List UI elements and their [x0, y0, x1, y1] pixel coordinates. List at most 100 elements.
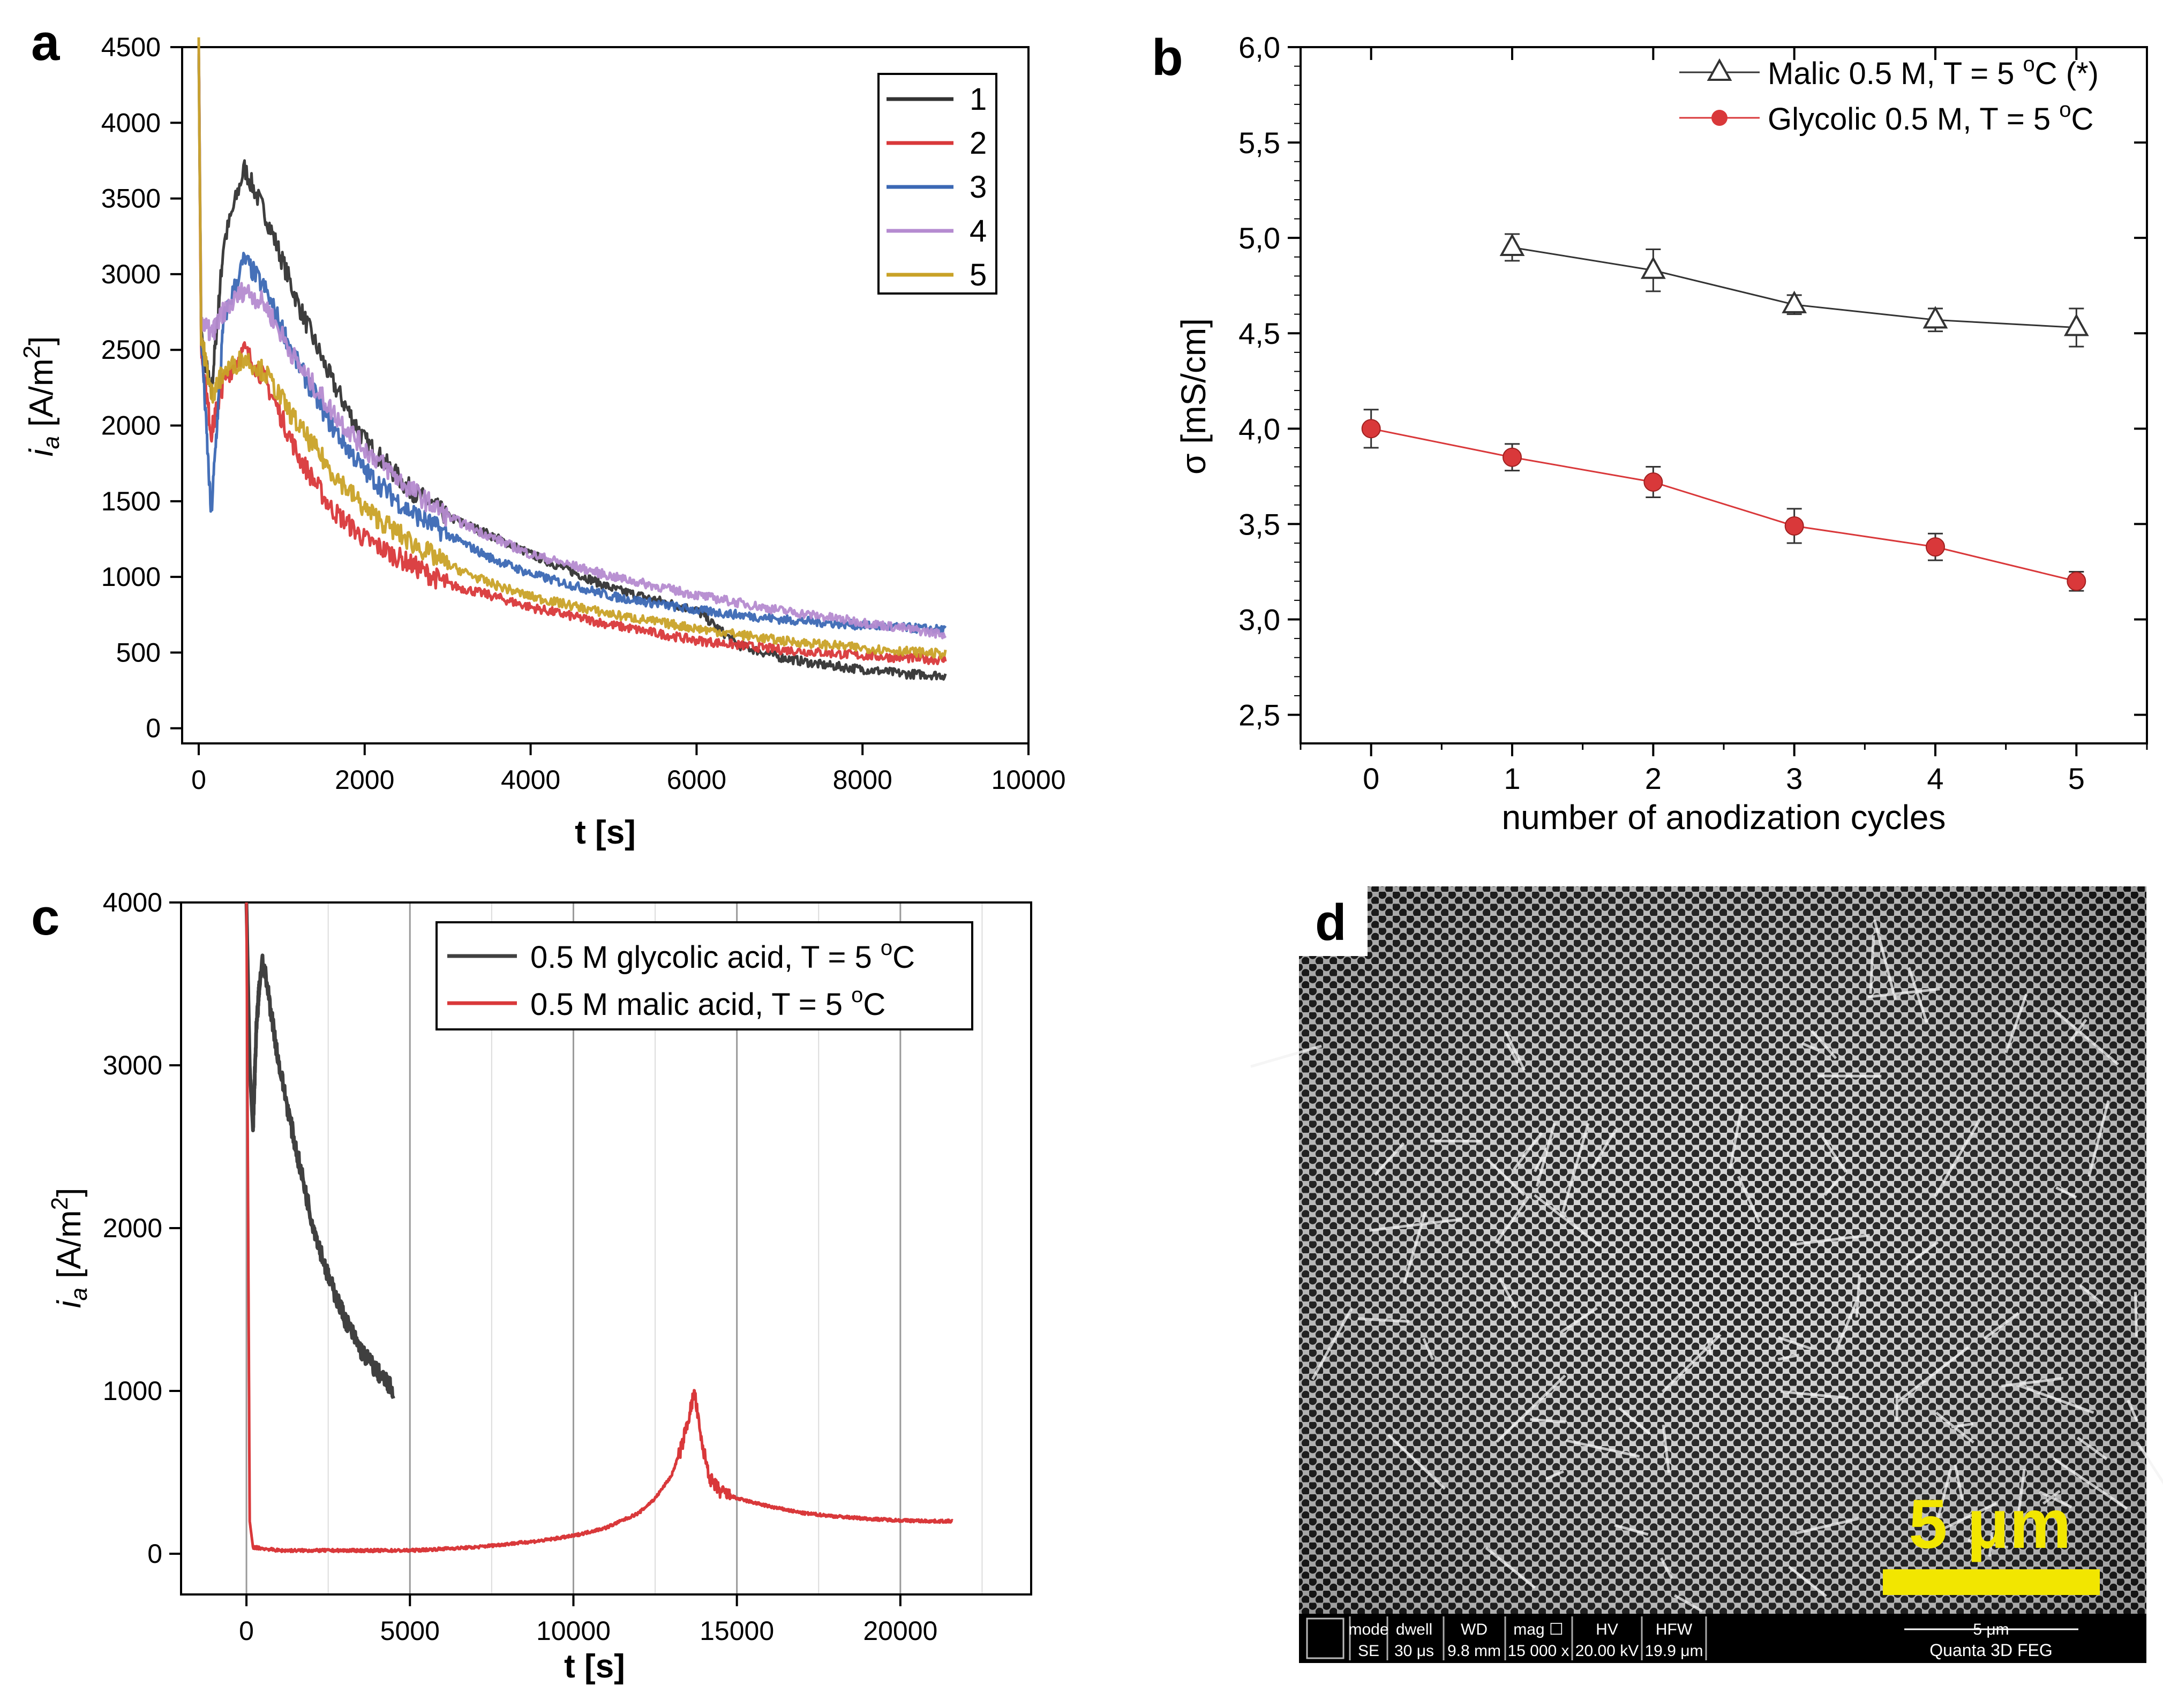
chart-a-ylabel-main: i — [23, 448, 60, 456]
sem-fiber — [1934, 1118, 1981, 1197]
sem-fiber — [1795, 1517, 1859, 1535]
sem-footer-value: 15 000 x — [1507, 1642, 1569, 1660]
chart-c-xlabel: t [s] — [564, 1648, 625, 1685]
sem-fiber — [1591, 1128, 1617, 1169]
chart-c-frame — [180, 901, 1032, 1596]
chart-b-point-malic — [2063, 313, 2089, 336]
chart-a-xtick-label: 6000 — [667, 765, 726, 795]
chart-a-ytick-label: 3500 — [101, 184, 161, 214]
sem-fiber — [1494, 1197, 1530, 1244]
chart-b-frame — [1300, 46, 2148, 744]
sem-fiber — [2001, 1376, 2064, 1388]
chart-b-point-glycolic — [1503, 447, 1522, 467]
sem-fiber — [1565, 1439, 1640, 1458]
chart-a-ytick-label: 1000 — [101, 562, 161, 592]
chart-a-series-1 — [197, 57, 947, 681]
chart-a-legend-label-3: 3 — [970, 170, 987, 205]
sem-footer-header: dwell — [1396, 1621, 1432, 1638]
sem-fiber — [1535, 1123, 1556, 1187]
chart-b-ytick-label: 2,5 — [1238, 698, 1280, 732]
sem-fiber — [1954, 1464, 1964, 1501]
chart-c-ylabel-main: i — [51, 1299, 88, 1308]
sem-fiber — [1506, 1043, 1520, 1064]
sem-fiber — [1369, 1218, 1462, 1232]
sem-fiber — [1867, 987, 1940, 998]
chart-b-ytick-label: 3,0 — [1238, 603, 1280, 636]
sem-fiber — [1906, 1241, 1939, 1267]
chart-b-ytick-label: 5,0 — [1238, 221, 1280, 255]
chart-a-xtick-label: 10000 — [991, 765, 1065, 795]
chart-b-ytick-label: 4,5 — [1238, 317, 1280, 350]
sem-fiber — [1311, 1308, 1353, 1380]
sem-fiber — [1422, 1337, 1435, 1360]
sem-scale-label: 5 μm — [1909, 1485, 2071, 1563]
sem-fiber — [1951, 1422, 1973, 1429]
chart-c-legend-label-0: 0.5 M glycolic acid, T = 5 oC — [530, 936, 915, 975]
chart-c-ylabel-end: ] — [51, 1188, 88, 1197]
sem-fiber — [1498, 1278, 1517, 1309]
sem-fiber — [1823, 1176, 1842, 1197]
sem-fiber — [1869, 935, 1875, 994]
chart-c-ytick-label: 4000 — [103, 887, 162, 917]
chart-a-legend-label-4: 4 — [970, 214, 987, 249]
chart-c-legend-label-1: 0.5 M malic acid, T = 5 oC — [530, 983, 885, 1022]
sem-fiber — [1618, 1407, 1651, 1435]
chart-b-legend-marker-malic — [1707, 58, 1732, 81]
chart-b-ytick-label: 6,0 — [1238, 31, 1280, 64]
sem-fiber — [1357, 1317, 1409, 1323]
chart-a-series-3 — [197, 56, 947, 636]
sem-fiber — [1250, 1044, 1322, 1068]
sem-letter-bg — [1299, 886, 1368, 956]
chart-b-point-glycolic — [1361, 419, 1381, 439]
sem-footer-value: 19.9 μm — [1645, 1642, 1703, 1660]
sem-fiber — [2053, 1009, 2120, 1066]
chart-b-point-malic — [1499, 233, 1525, 256]
chart-b-ytick-label: 4,0 — [1238, 412, 1280, 446]
sem-footer-header: HFW — [1656, 1621, 1693, 1638]
chart-a-ytick-label: 500 — [116, 637, 161, 667]
sem-fiber — [2079, 1284, 2104, 1305]
sem-fiber — [1855, 1274, 1861, 1318]
sem-fiber — [2052, 1457, 2128, 1510]
sem-fiber — [1561, 1123, 1590, 1213]
sem-fiber — [1777, 1336, 1812, 1350]
sem-footer-header: mode — [1348, 1621, 1388, 1638]
chart-b-point-malic — [1640, 256, 1666, 279]
sem-fiber — [1486, 1158, 1526, 1197]
chart-b-xtick-label: 3 — [1786, 762, 1802, 795]
chart-b-point-glycolic — [1784, 516, 1804, 536]
sem-fiber — [1777, 1353, 1800, 1361]
sem-fiber — [2077, 1436, 2108, 1461]
chart-a-axes: 0 2000 4000 6000 8000 10000050010001500200025… — [101, 32, 1066, 795]
chart-a-ytick-label: 4000 — [101, 108, 161, 138]
chart-b: 0 1 2 3 4 5 2,5 3,0 3,5 4,0 4,5 5,0 5,5 6,0 Malic 0.5… — [1174, 31, 2148, 837]
sem-shading — [1299, 886, 2146, 1614]
chart-a-ylabel: ia [A/m2] — [19, 336, 64, 457]
chart-b-point-glycolic — [1926, 537, 1945, 557]
chart-b-legend: Malic 0.5 M, T = 5 oC (*) Glycolic 0.5 M,… — [1679, 52, 2099, 137]
panel-letter-d: d — [1315, 894, 1347, 951]
sem-footer-value: 20.00 kV — [1575, 1642, 1639, 1660]
chart-b-line-1 — [1371, 427, 2077, 582]
sem-fiber — [1661, 1334, 1722, 1393]
sem-fiber — [1873, 919, 1897, 1000]
chart-a-ytick-label: 3000 — [101, 259, 161, 289]
sem-footer — [1299, 1614, 2146, 1663]
sem-footer-header: mag ☐ — [1513, 1621, 1564, 1638]
sem-scale-bar — [1883, 1569, 2100, 1595]
chart-a-ytick-label: 2000 — [101, 411, 161, 441]
chart-a-series-2 — [197, 54, 947, 666]
chart-b-legend-label-0: Malic 0.5 M, T = 5 oC (*) — [1768, 52, 2099, 91]
chart-a-frame — [181, 46, 1030, 744]
sem-fiber — [1560, 1307, 1598, 1334]
sem-fiber — [1936, 1469, 1952, 1518]
sem-fiber — [1821, 1136, 1847, 1173]
sem-fiber — [1496, 1374, 1566, 1443]
sem-footer-scale-label: 5 μm — [1973, 1621, 2009, 1638]
sem-fiber — [1780, 1390, 1849, 1399]
chart-c-xtick-label: 20000 — [863, 1616, 937, 1646]
chart-c-xtick-label: 5000 — [380, 1616, 440, 1646]
chart-a-legend-box — [877, 73, 997, 295]
sem-panel: d 5 μm mode dwell WD mag ☐ HV HFW SE 30 μs 9.8 m… — [1250, 886, 2163, 1663]
